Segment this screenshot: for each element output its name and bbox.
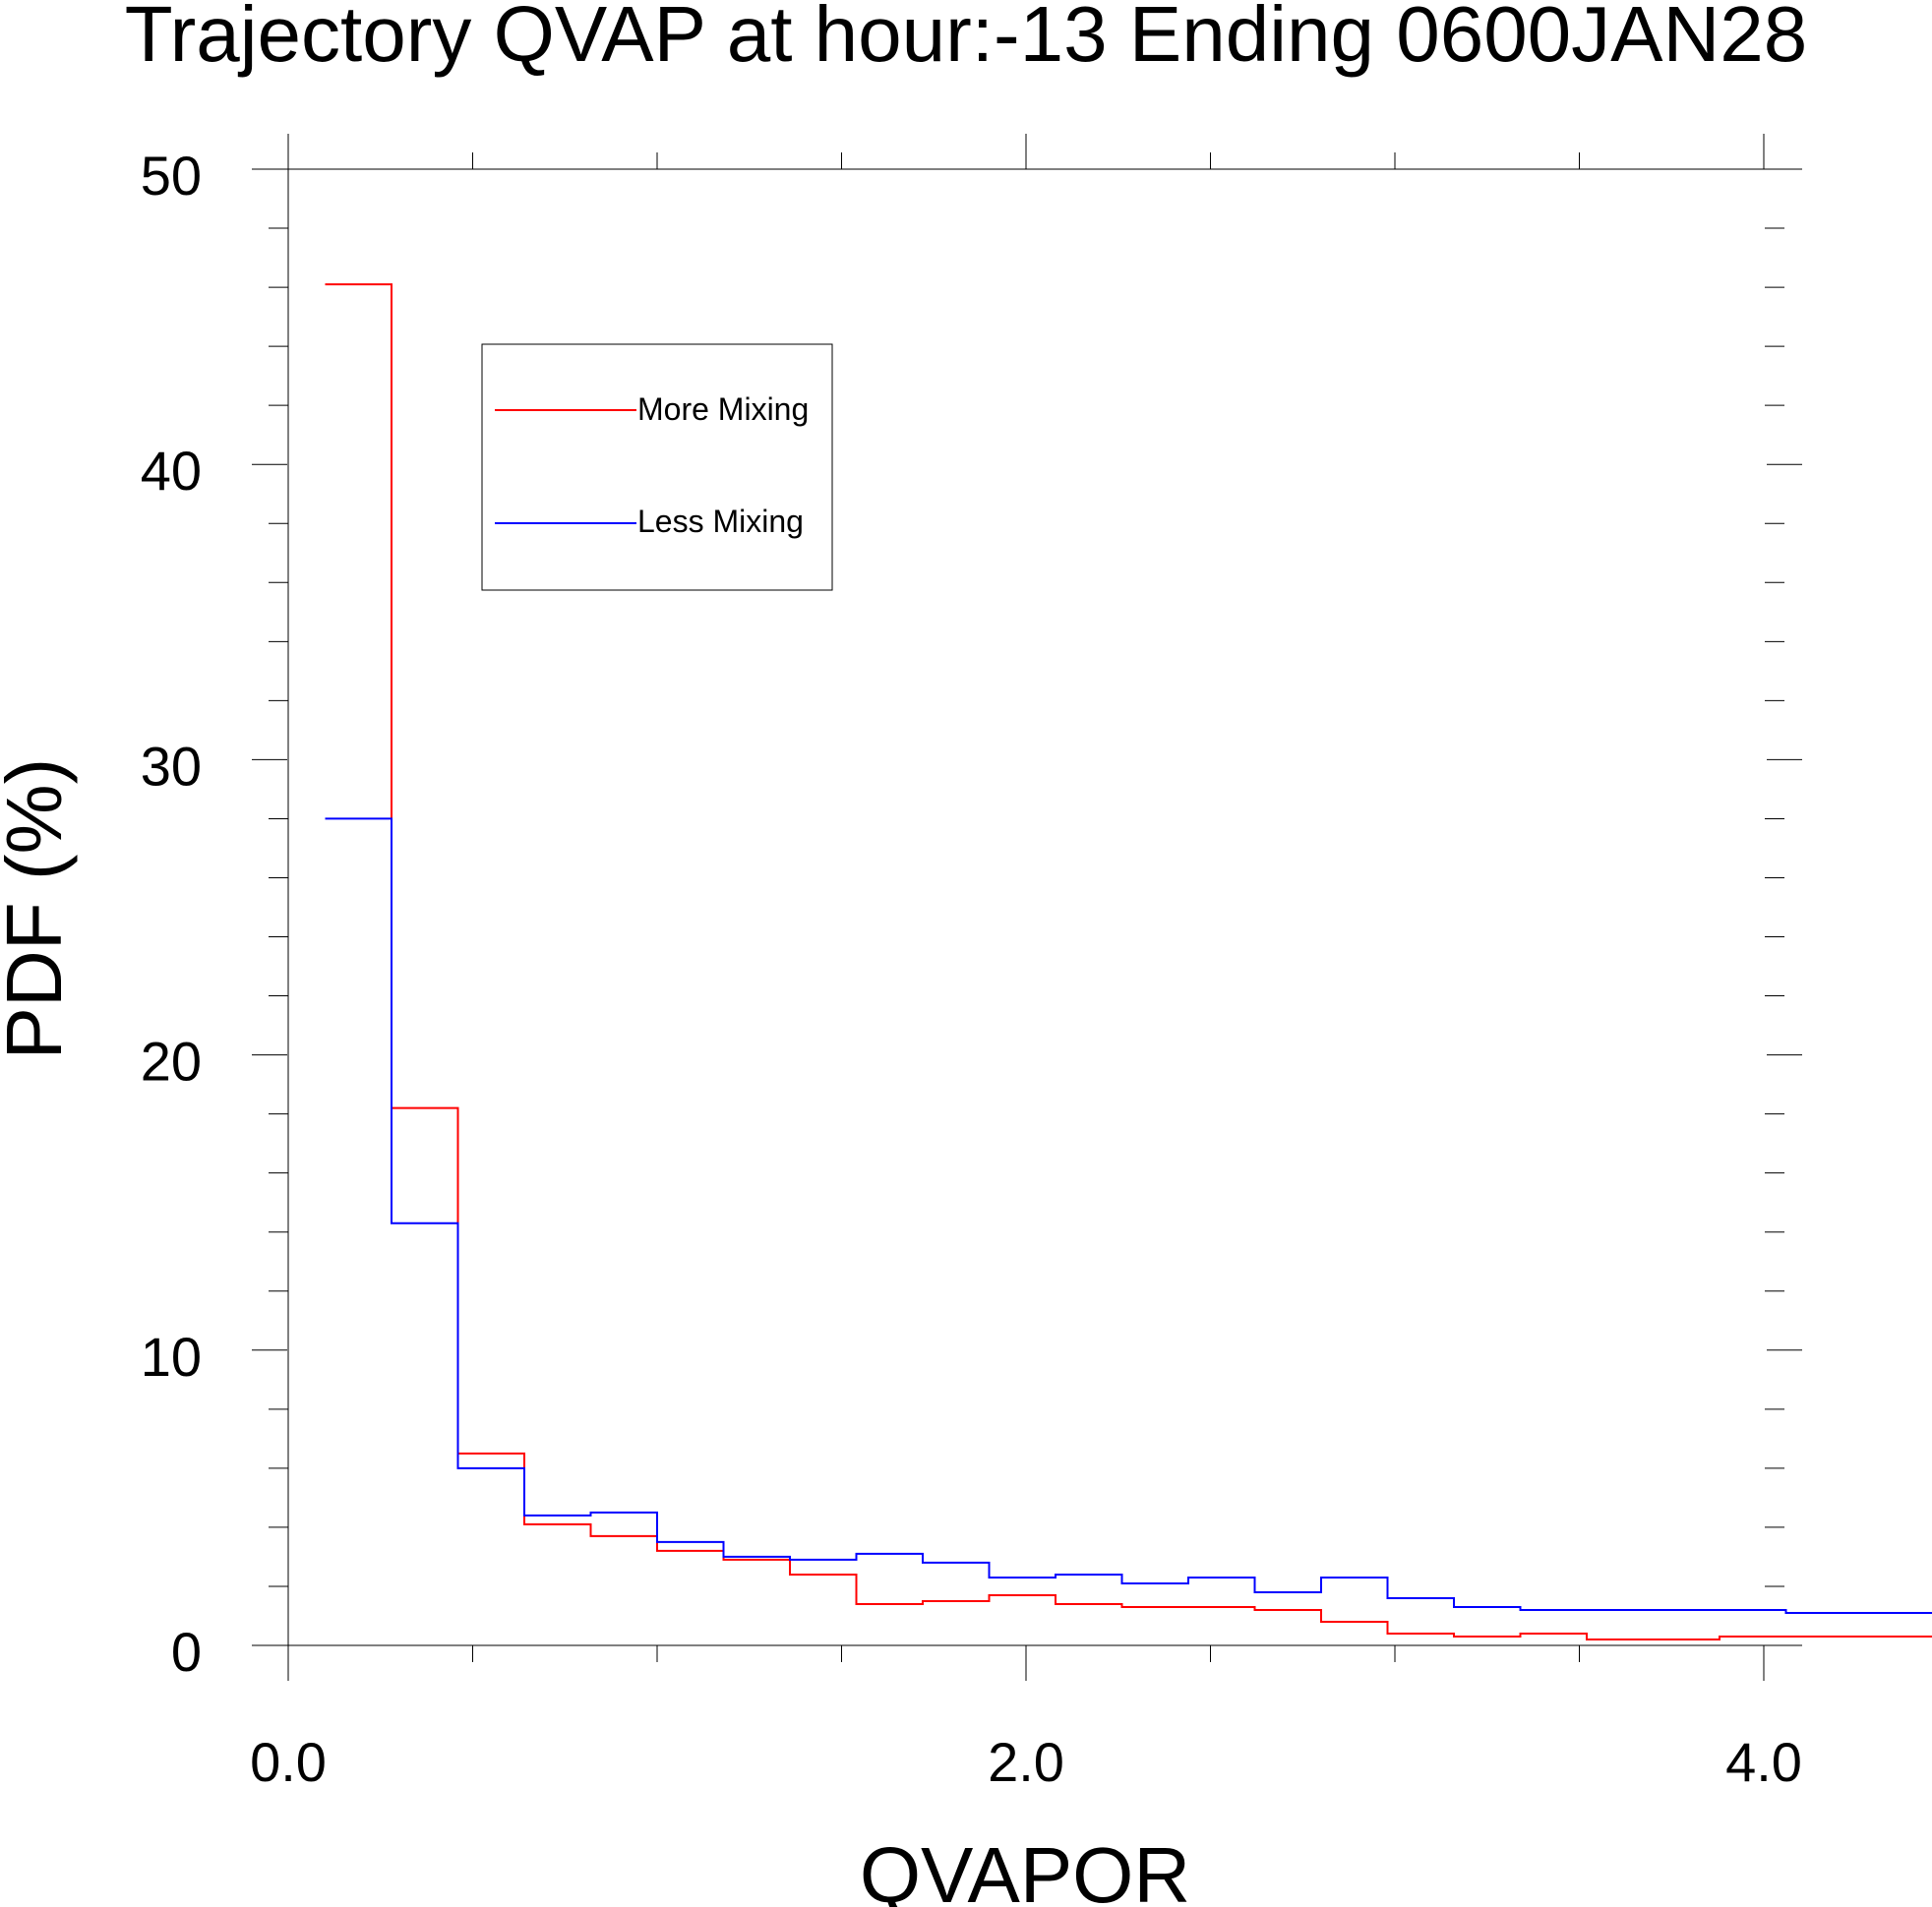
plot-frame — [252, 134, 1802, 1681]
series-line-less-mixing — [325, 817, 1932, 1614]
legend-label-more-mixing: More Mixing — [637, 391, 809, 427]
y-tick-label: 10 — [141, 1326, 202, 1388]
legend-label-less-mixing: Less Mixing — [637, 504, 804, 539]
y-axis-ticks: 0 10 20 30 40 50 — [141, 145, 1802, 1683]
legend-box — [481, 343, 833, 591]
y-tick-label: 50 — [141, 145, 202, 207]
y-tick-label: 20 — [141, 1031, 202, 1093]
series-line-more-mixing — [325, 283, 1932, 1640]
x-tick-label: 2.0 — [988, 1731, 1064, 1793]
y-axis-label: PDF (%) — [0, 758, 78, 1060]
x-tick-label: 4.0 — [1725, 1731, 1802, 1793]
x-axis-label: QVAPOR — [860, 1831, 1190, 1907]
y-tick-label: 0 — [171, 1621, 202, 1683]
legend: More Mixing Less Mixing — [481, 343, 833, 591]
x-tick-label: 0.0 — [250, 1731, 327, 1793]
chart-title: Trajectory QVAP at hour:-13 Ending 0600J… — [125, 0, 1808, 78]
y-tick-label: 30 — [141, 735, 202, 797]
series-layer — [325, 283, 1932, 1640]
y-tick-label: 40 — [141, 440, 202, 502]
x-axis-ticks: 0.02.04.06.08.0 — [250, 134, 1802, 1793]
